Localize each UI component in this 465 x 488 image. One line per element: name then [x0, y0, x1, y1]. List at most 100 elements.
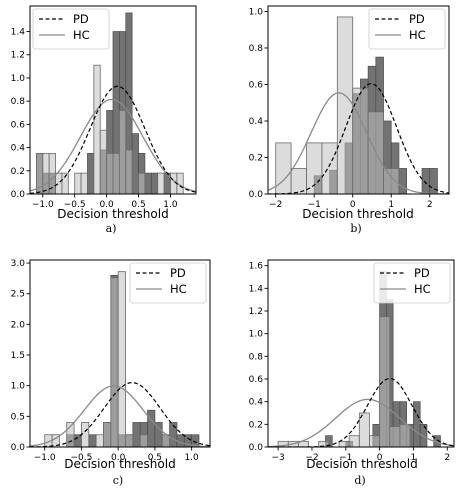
subplot-caption: a)	[106, 222, 117, 235]
axes-frame	[267, 5, 450, 195]
pd-histogram-bar	[88, 434, 97, 447]
x-tick-label: 1.0	[184, 453, 199, 463]
y-tick-label: 0.8	[249, 352, 264, 362]
pd-histogram-bar	[413, 401, 421, 447]
hc-histogram-bar	[139, 434, 148, 447]
hc-histogram-bar	[55, 172, 63, 194]
y-tick-label: 0.6	[11, 120, 26, 130]
hc-legend-label: HC	[170, 282, 187, 296]
x-tick-label: 0	[377, 453, 383, 463]
y-tick-label: 1.0	[249, 330, 264, 340]
y-tick-label: 0.4	[249, 117, 264, 127]
hc-histogram-bar	[290, 168, 307, 194]
subplot-caption: c)	[113, 474, 123, 487]
x-tick-label: 2	[427, 200, 433, 210]
x-tick-label: 0.0	[99, 200, 114, 210]
x-axis-label: Decision threshold	[302, 207, 413, 221]
hc-histogram-bar	[125, 434, 134, 447]
x-tick-label: −3	[272, 453, 285, 463]
y-tick-label: 1.2	[249, 307, 263, 317]
hc-histogram-bar	[321, 142, 338, 194]
pd-histogram-bar	[87, 153, 95, 194]
pd-fit-curve	[30, 85, 196, 194]
pd-histogram-bar	[147, 409, 156, 447]
x-tick-label: 0.5	[131, 200, 145, 210]
plot-area	[30, 12, 196, 194]
hc-histogram-bar	[275, 142, 292, 194]
x-tick-label: 0	[350, 200, 356, 210]
pd-histogram-bar	[150, 172, 159, 194]
y-tick-label: 1.0	[11, 382, 26, 392]
axes-frame	[29, 259, 211, 448]
pd-legend-label: PD	[73, 12, 89, 26]
hc-fit-curve	[268, 92, 449, 194]
legend-box	[368, 8, 446, 50]
axes-frame	[29, 5, 197, 195]
x-tick-label: 2	[444, 453, 450, 463]
y-tick-label: 0.2	[249, 420, 263, 430]
hc-histogram-bar	[389, 426, 401, 447]
hc-histogram-bar	[358, 412, 370, 447]
x-tick-label: 1	[388, 200, 394, 210]
pd-histogram-bar	[144, 172, 152, 194]
hc-histogram-bar	[118, 110, 127, 194]
y-tick-label: 0.4	[11, 144, 26, 154]
y-tick-label: 1.6	[249, 262, 264, 272]
hc-histogram-bar	[157, 172, 165, 194]
x-tick-label: 1.0	[163, 200, 178, 210]
pd-histogram-bar	[154, 422, 163, 447]
y-tick-label: 0.8	[11, 97, 26, 107]
hc-histogram-bar	[74, 172, 82, 194]
y-tick-label: 0.8	[249, 44, 264, 54]
hc-legend-label: HC	[414, 282, 431, 296]
hc-fit-curve	[30, 385, 210, 447]
hc-histogram-bar	[383, 168, 400, 194]
hc-histogram-bar	[95, 434, 104, 447]
hc-histogram-bar	[42, 152, 50, 194]
hc-histogram-bar	[338, 440, 350, 447]
y-tick-label: 0.6	[249, 375, 264, 385]
y-tick-label: 0.6	[249, 80, 264, 90]
y-tick-label: 1.4	[11, 28, 26, 38]
hc-histogram-bar	[99, 129, 108, 194]
x-tick-label: −2	[305, 453, 318, 463]
legend: PD HC	[129, 262, 207, 304]
y-tick-label: 0.0	[11, 190, 26, 200]
hc-histogram-bar	[318, 440, 330, 447]
x-tick-label: 0.5	[148, 453, 162, 463]
pd-histogram-bar	[398, 168, 407, 194]
y-tick-label: 1.0	[11, 74, 26, 84]
hc-histogram-bar	[379, 316, 391, 447]
y-tick-label: 1.5	[11, 351, 25, 361]
subplot-caption: d)	[354, 474, 365, 487]
hc-legend-label: HC	[409, 28, 426, 42]
pd-fit-curve	[30, 381, 210, 447]
plot-area	[30, 271, 210, 447]
hc-histogram-bar	[81, 422, 90, 447]
hc-fit-curve	[30, 98, 196, 193]
hc-histogram-bar	[306, 142, 323, 194]
pd-fit-curve	[268, 377, 454, 447]
hc-histogram-bar	[336, 16, 354, 194]
hc-histogram-bar	[399, 423, 411, 447]
subplot-caption: b)	[350, 222, 361, 235]
plot-area	[268, 16, 449, 194]
hc-histogram-bar	[369, 435, 381, 447]
y-tick-label: 1.4	[249, 284, 264, 294]
x-tick-label: −1.0	[32, 200, 54, 210]
pd-histogram-bar	[421, 168, 431, 194]
plot-area	[268, 270, 454, 447]
hc-histogram-bar	[110, 277, 119, 447]
x-tick-label: −1	[339, 453, 352, 463]
y-tick-label: 2.0	[11, 320, 26, 330]
y-tick-label: 0.4	[249, 398, 264, 408]
hc-histogram-bar	[93, 64, 101, 194]
subplot-d: −3 −2 −1 0 1 2 0.0 0.2 0.4 0.6 0.8 1.0 1.2 1.4 1.6 Deci…	[249, 259, 455, 487]
x-tick-label: −2	[269, 200, 282, 210]
y-tick-label: 1.0	[249, 7, 264, 17]
subplot-b: −2 −1 0 1 2 0.0 0.2 0.4 0.6 0.8 1.0 Decision thresh…	[249, 5, 450, 235]
x-axis-label: Decision threshold	[64, 457, 175, 471]
pd-histogram-bar	[73, 434, 82, 447]
y-tick-label: 3.0	[11, 259, 26, 269]
